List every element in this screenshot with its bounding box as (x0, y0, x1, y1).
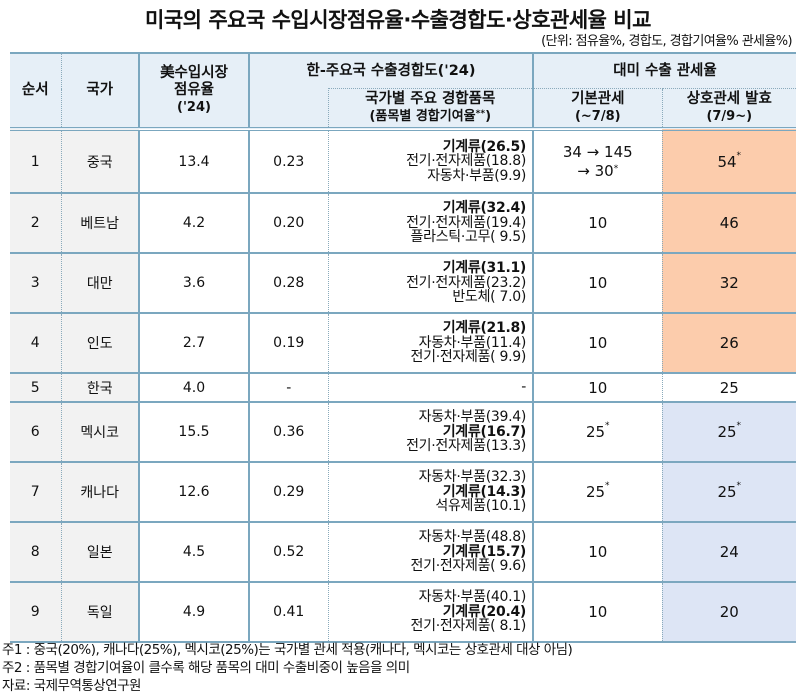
items-cell: 기계류(26.5) 전기·전자제품(18.8) 자동차·부품(9.9) (327, 127, 533, 193)
order-cell: 5 (10, 372, 61, 402)
header-country: 국가 (60, 52, 139, 129)
similarity-cell: 0.23 (248, 127, 328, 193)
country-cell: 인도 (60, 312, 139, 373)
share-cell: 4.9 (138, 581, 249, 643)
share-cell: 4.0 (138, 372, 249, 402)
share-cell: 12.6 (138, 461, 249, 522)
order-cell: 3 (10, 252, 61, 313)
header-base-tariff: 기본관세 (~7/8) (532, 88, 662, 129)
items-cell: 자동차·부품(39.4) 기계류(16.7) 전기·전자제품(13.3) (327, 401, 533, 462)
items-cell: 자동차·부품(32.3) 기계류(14.3) 석유제품(10.1) (327, 461, 533, 522)
share-cell: 13.4 (138, 127, 249, 193)
country-cell: 멕시코 (60, 401, 139, 462)
base-tariff-cell: 34 → 145 → 30* (532, 127, 662, 193)
base-tariff-cell: 10 (532, 521, 662, 582)
order-cell: 1 (10, 127, 61, 193)
reciprocal-tariff-cell: 32 (661, 252, 796, 313)
reciprocal-tariff-cell: 54* (661, 127, 796, 193)
footnote-1: 주1 : 중국(20%), 캐나다(25%), 멕시코(25%)는 국가별 관세… (2, 642, 573, 658)
header-similarity-blank (248, 88, 328, 129)
order-cell: 2 (10, 192, 61, 253)
table-row: 2 베트남 4.2 0.20 기계류(32.4) 전기·전자제품(19.4) 플… (10, 192, 796, 253)
base-tariff-cell: 10 (532, 372, 662, 402)
similarity-cell: 0.20 (248, 192, 328, 253)
country-cell: 중국 (60, 127, 139, 193)
page-title: 미국의 주요국 수입시장점유율·수출경합도·상호관세율 비교 (145, 8, 651, 32)
comparison-table: 순서 국가 美수입시장 점유율 ('24) 한-주요국 수출경합도('24) 대… (10, 52, 796, 643)
base-tariff-cell: 10 (532, 312, 662, 373)
base-tariff-cell: 25* (532, 461, 662, 522)
country-cell: 대만 (60, 252, 139, 313)
share-cell: 15.5 (138, 401, 249, 462)
country-cell: 캐나다 (60, 461, 139, 522)
table-row: 4 인도 2.7 0.19 기계류(21.8) 자동차·부품(11.4) 전기·… (10, 312, 796, 373)
similarity-cell: 0.52 (248, 521, 328, 582)
table-row: 7 캐나다 12.6 0.29 자동차·부품(32.3) 기계류(14.3) 석… (10, 461, 796, 522)
similarity-cell: 0.41 (248, 581, 328, 643)
reciprocal-tariff-cell: 26 (661, 312, 796, 373)
reciprocal-tariff-cell: 46 (661, 192, 796, 253)
similarity-cell: 0.19 (248, 312, 328, 373)
footnote-2: 주2 : 품목별 경합기여율이 클수록 해당 품목의 대미 수출비중이 높음을 … (2, 660, 410, 676)
source-note: 자료: 국제무역통상연구원 (2, 678, 141, 694)
reciprocal-tariff-cell: 25 (661, 372, 796, 402)
header-competing-items: 국가별 주요 경합품목 (품목별 경합기여율**) (327, 88, 533, 129)
country-cell: 일본 (60, 521, 139, 582)
order-cell: 9 (10, 581, 61, 643)
base-tariff-cell: 10 (532, 192, 662, 253)
header-export-similarity: 한-주요국 수출경합도('24) (248, 52, 533, 89)
reciprocal-tariff-cell: 24 (661, 521, 796, 582)
table-row: 6 멕시코 15.5 0.36 자동차·부품(39.4) 기계류(16.7) 전… (10, 401, 796, 462)
base-tariff-cell: 10 (532, 581, 662, 643)
similarity-cell: 0.36 (248, 401, 328, 462)
reciprocal-tariff-cell: 25* (661, 461, 796, 522)
table-row: 9 독일 4.9 0.41 자동차·부품(40.1) 기계류(20.4) 전기·… (10, 581, 796, 643)
table-row: 1 중국 13.4 0.23 기계류(26.5) 전기·전자제품(18.8) 자… (10, 127, 796, 193)
header-market-share: 美수입시장 점유율 ('24) (138, 52, 249, 129)
share-cell: 2.7 (138, 312, 249, 373)
items-cell: 기계류(21.8) 자동차·부품(11.4) 전기·전자제품( 9.9) (327, 312, 533, 373)
share-cell: 4.2 (138, 192, 249, 253)
order-cell: 8 (10, 521, 61, 582)
order-cell: 6 (10, 401, 61, 462)
table-row: 8 일본 4.5 0.52 자동차·부품(48.8) 기계류(15.7) 전기·… (10, 521, 796, 582)
items-cell: 자동차·부품(48.8) 기계류(15.7) 전기·전자제품( 9.6) (327, 521, 533, 582)
table-row: 3 대만 3.6 0.28 기계류(31.1) 전기·전자제품(23.2) 반도… (10, 252, 796, 313)
footnotes: 주1 : 중국(20%), 캐나다(25%), 멕시코(25%)는 국가별 관세… (2, 641, 573, 695)
header-order: 순서 (10, 52, 61, 129)
reciprocal-tariff-cell: 25* (661, 401, 796, 462)
unit-note: (단위: 점유율%, 경합도, 경합기여율% 관세율%) (541, 34, 793, 49)
reciprocal-tariff-cell: 20 (661, 581, 796, 643)
country-cell: 한국 (60, 372, 139, 402)
similarity-cell: 0.28 (248, 252, 328, 313)
country-cell: 독일 (60, 581, 139, 643)
items-cell: - (327, 372, 533, 402)
similarity-cell: - (248, 372, 328, 402)
base-tariff-cell: 25* (532, 401, 662, 462)
header-reciprocal-tariff: 상호관세 발효 (7/9~) (661, 88, 796, 129)
base-tariff-cell: 10 (532, 252, 662, 313)
share-cell: 3.6 (138, 252, 249, 313)
table-row: 5 한국 4.0 - - 10 25 (10, 372, 796, 402)
items-cell: 기계류(31.1) 전기·전자제품(23.2) 반도체( 7.0) (327, 252, 533, 313)
country-cell: 베트남 (60, 192, 139, 253)
similarity-cell: 0.29 (248, 461, 328, 522)
order-cell: 4 (10, 312, 61, 373)
share-cell: 4.5 (138, 521, 249, 582)
items-cell: 자동차·부품(40.1) 기계류(20.4) 전기·전자제품( 8.1) (327, 581, 533, 643)
header-us-tariff: 대미 수출 관세율 (531, 52, 796, 89)
items-cell: 기계류(32.4) 전기·전자제품(19.4) 플라스틱·고무( 9.5) (327, 192, 533, 253)
order-cell: 7 (10, 461, 61, 522)
